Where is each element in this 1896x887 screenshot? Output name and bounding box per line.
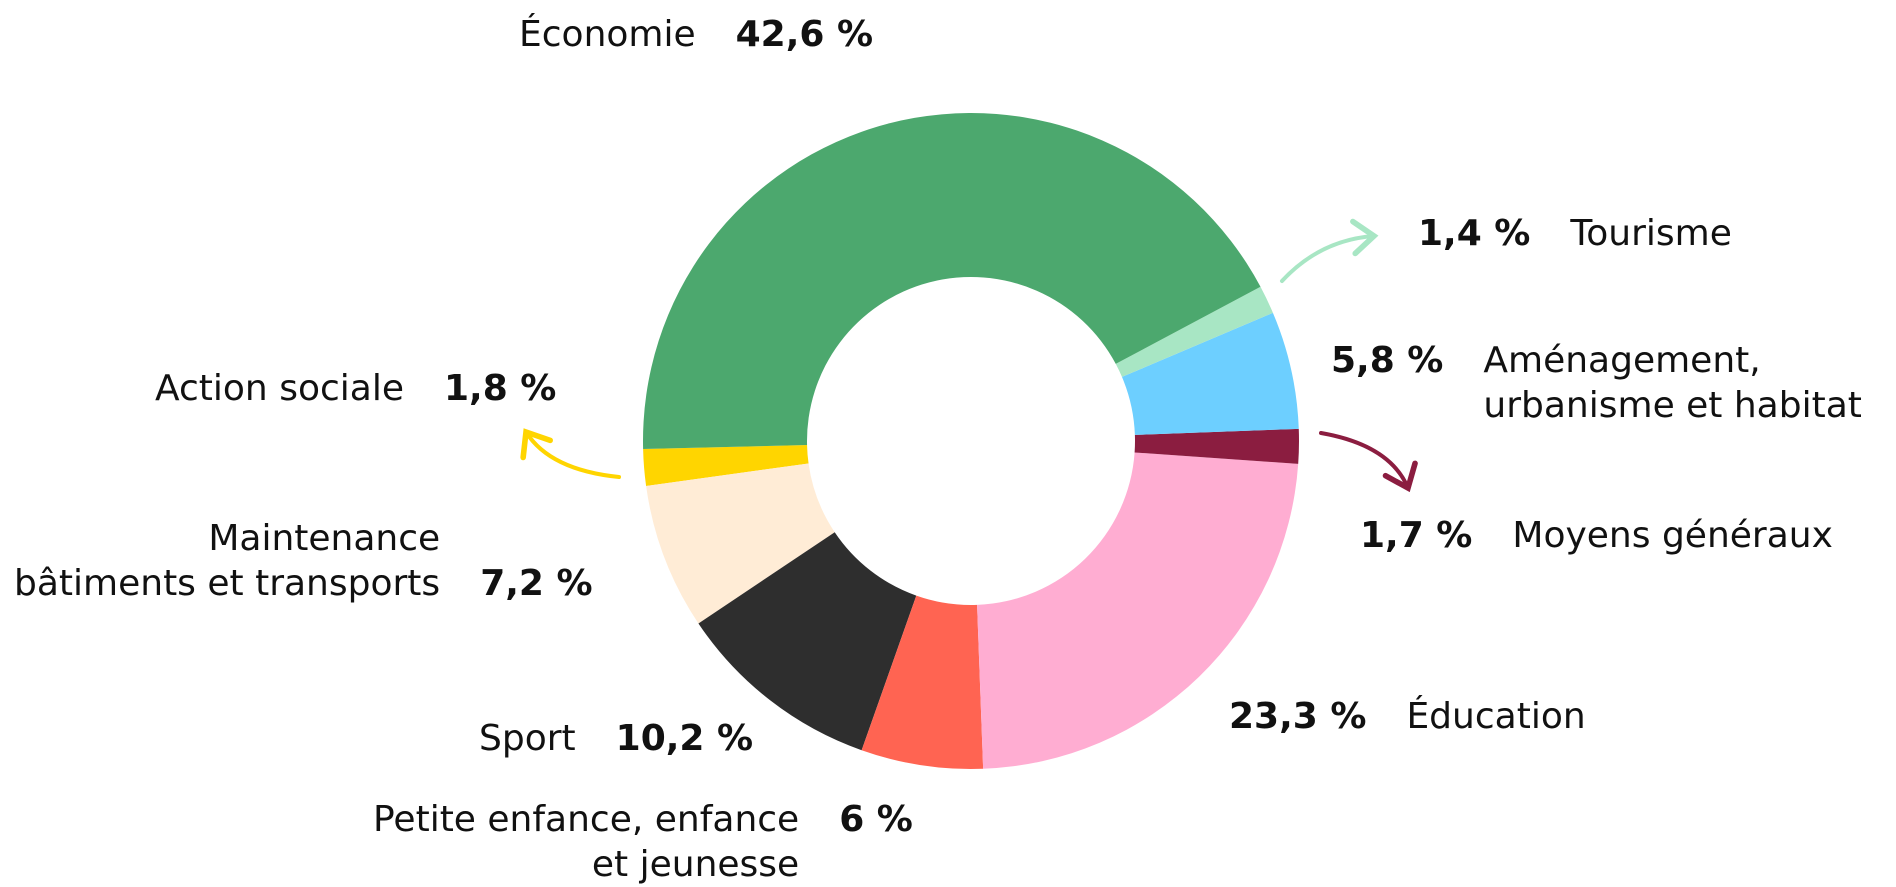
value-label: 6 % [839, 799, 913, 840]
label: 1,7 % Moyens généraux [1360, 513, 1833, 558]
category-label: Éducation [1406, 696, 1586, 737]
category-label: Moyens généraux [1512, 515, 1833, 556]
value-label: 42,6 % [735, 14, 874, 55]
arrow [1280, 218, 1379, 283]
value-label: 1,8 % [443, 368, 557, 409]
segment [1134, 428, 1299, 464]
label: 5,8 % Aménagement, urbanisme et habitat [1331, 338, 1862, 428]
label: Action sociale 1,8 % [155, 366, 556, 411]
value-label: 1,7 % [1360, 515, 1473, 556]
arrow [520, 428, 621, 479]
value-label: 7,2 % [480, 563, 593, 604]
category-label: Action sociale [155, 368, 404, 409]
value-label: 10,2 % [615, 718, 754, 759]
arrow [1319, 431, 1418, 493]
label: Économie 42,6 % [519, 12, 873, 57]
segment [643, 445, 809, 486]
segment [861, 595, 984, 769]
category-label: Tourisme [1570, 213, 1732, 254]
label: Sport 10,2 % [479, 716, 753, 761]
segment [698, 532, 917, 751]
value-label: 23,3 % [1229, 696, 1367, 737]
label: Maintenance bâtiments et transports 7,2 % [14, 516, 593, 606]
segment [1115, 286, 1273, 377]
segment [977, 452, 1299, 769]
label: 23,3 % Éducation [1229, 694, 1586, 739]
segment [643, 112, 1261, 450]
segment [1121, 312, 1299, 435]
value-label: 1,4 % [1418, 213, 1531, 254]
category-label: Sport [479, 718, 576, 759]
value-label: 5,8 % [1331, 340, 1444, 381]
category-label: Économie [519, 14, 696, 55]
category-label: Maintenance bâtiments et transports [14, 518, 441, 604]
segment [646, 463, 835, 624]
label: Petite enfance, enfance et jeunesse 6 % [373, 797, 913, 887]
label: 1,4 % Tourisme [1418, 211, 1732, 256]
category-label: Petite enfance, enfance et jeunesse [373, 799, 800, 885]
category-label: Aménagement, urbanisme et habitat [1483, 340, 1862, 426]
